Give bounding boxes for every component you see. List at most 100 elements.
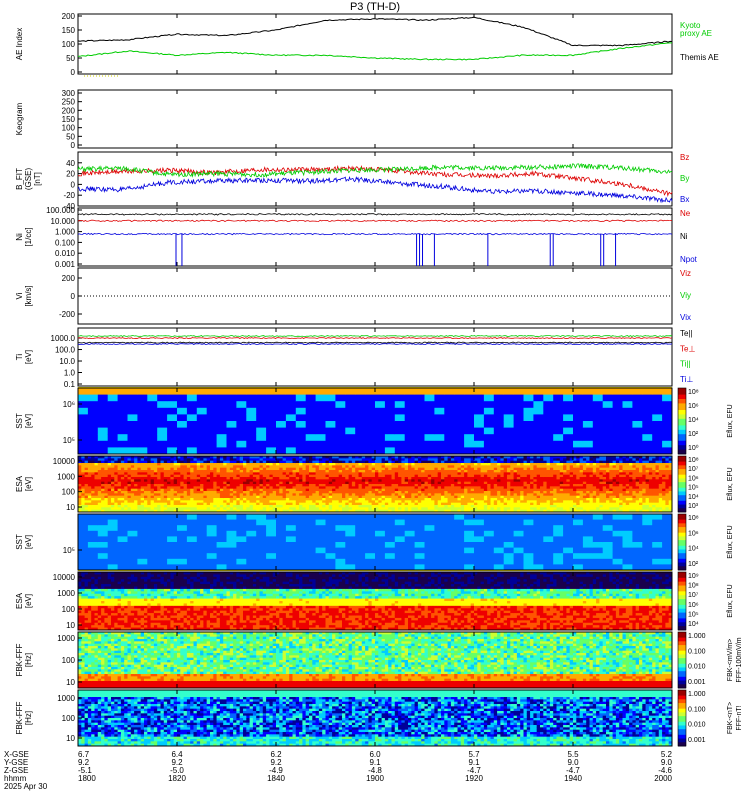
spectrogram-cell — [272, 470, 277, 473]
spectrogram-cell — [497, 500, 501, 504]
spectrogram-cell — [573, 467, 577, 471]
spectrogram-cell — [411, 465, 415, 469]
spectrogram-cell — [322, 509, 326, 513]
y-tick-label: 150 — [62, 115, 76, 124]
spectrogram-cell — [104, 509, 109, 513]
spectrogram-cell — [483, 456, 488, 459]
spectrogram-cell — [464, 458, 468, 462]
spectrogram-cell — [163, 505, 168, 508]
spectrogram-cell — [632, 401, 643, 409]
spectrogram-cell — [454, 505, 458, 508]
spectrogram-cell — [196, 440, 208, 448]
spectrogram-cell — [233, 495, 237, 499]
spectrogram-cell — [78, 401, 89, 409]
spectrogram-cell — [285, 498, 290, 501]
spectrogram-cell — [351, 486, 356, 490]
spectrogram-cell — [236, 509, 241, 513]
spectrogram-cell — [371, 486, 376, 490]
spectrogram-cell — [414, 421, 425, 428]
spectrogram-cell — [157, 407, 168, 415]
spectrogram-cell — [206, 440, 217, 448]
spectrogram-cell — [365, 440, 376, 448]
spectrogram-cell — [490, 502, 495, 506]
spectrogram-cell — [114, 498, 118, 501]
spectrogram-cell — [480, 481, 485, 485]
spectrogram-cell — [592, 479, 597, 483]
spectrogram-cell — [596, 481, 600, 485]
spectrogram-cell — [249, 465, 254, 469]
spectrogram-cell — [632, 470, 637, 473]
spectrogram-cell — [507, 502, 511, 506]
spectrogram-cell — [312, 472, 316, 476]
spectrogram-cell — [371, 484, 376, 487]
spectrogram-cell — [487, 507, 491, 511]
spectrogram-cell — [490, 488, 495, 492]
spectrogram-cell — [417, 474, 422, 478]
spectrogram-cell — [236, 481, 241, 485]
spectrogram-cell — [127, 505, 132, 508]
spectrogram-cell — [338, 481, 343, 485]
spectrogram-cell — [536, 479, 541, 483]
spectrogram-cell — [477, 477, 481, 480]
spectrogram-cell — [177, 472, 181, 476]
spectrogram-cell — [147, 460, 151, 464]
spectrogram-cell — [652, 447, 663, 455]
spectrogram-cell — [483, 481, 488, 485]
spectrogram-cell — [299, 470, 303, 473]
spectrogram-cell — [94, 472, 99, 476]
spectrogram-cell — [266, 460, 270, 464]
spectrogram-cell — [457, 456, 462, 459]
spectrogram-cell — [193, 465, 198, 469]
spectrogram-cell — [203, 472, 208, 476]
spectrogram-cell — [183, 507, 188, 511]
spectrogram-cell — [213, 498, 217, 501]
spectrogram-cell — [401, 470, 406, 473]
spectrogram-cell — [272, 465, 277, 469]
spectrogram-cell — [256, 486, 260, 490]
spectrogram-cell — [464, 427, 475, 435]
spectrogram-cell — [375, 479, 379, 483]
spectrogram-cell — [302, 495, 307, 499]
spectrogram-cell — [378, 491, 382, 494]
spectrogram-cell — [474, 407, 485, 415]
spectrogram-cell — [150, 491, 155, 494]
spectrogram-cell — [94, 491, 99, 494]
spectrogram-cell — [190, 509, 194, 513]
spectrogram-cell — [533, 493, 538, 497]
spectrogram-cell — [361, 465, 366, 469]
spectrogram-cell — [170, 474, 175, 478]
spectrogram-cell — [144, 456, 148, 459]
spectrogram-cell — [401, 463, 406, 466]
spectrogram-cell — [84, 456, 89, 459]
spectrogram-cell — [292, 481, 297, 485]
spectrogram-cell — [516, 505, 521, 508]
spectrogram-cell — [78, 465, 82, 469]
spectrogram-cell — [355, 481, 359, 485]
spectrogram-cell — [437, 481, 442, 485]
spectrogram-cell — [206, 495, 211, 499]
spectrogram-cell — [503, 440, 514, 448]
spectrogram-cell — [305, 484, 310, 487]
spectrogram-cell — [285, 427, 297, 435]
temperature-series-line — [77, 341, 673, 344]
spectrogram-cell — [186, 407, 198, 415]
spectrogram-cell — [612, 477, 617, 480]
spectrogram-cell — [276, 484, 280, 487]
spectrogram-cell — [177, 505, 181, 508]
spectrogram-cell — [493, 474, 498, 478]
spectrogram-cell — [292, 498, 297, 501]
spectrogram-cell — [325, 388, 336, 395]
spectrogram-cell — [177, 507, 181, 511]
spectrogram-cell — [589, 472, 594, 476]
spectrogram-cell — [345, 502, 349, 506]
spectrogram-cell — [305, 479, 310, 483]
spectrogram-cell — [431, 456, 435, 459]
spectrogram-cell — [351, 472, 356, 476]
spectrogram-cell — [464, 479, 468, 483]
spectrogram-cell — [332, 502, 336, 506]
spectrogram-cell — [130, 467, 135, 471]
spectrogram-cell — [424, 440, 435, 448]
spectrogram-cell — [530, 491, 534, 494]
spectrogram-cell — [543, 470, 547, 473]
spectrogram-cell — [404, 465, 409, 469]
